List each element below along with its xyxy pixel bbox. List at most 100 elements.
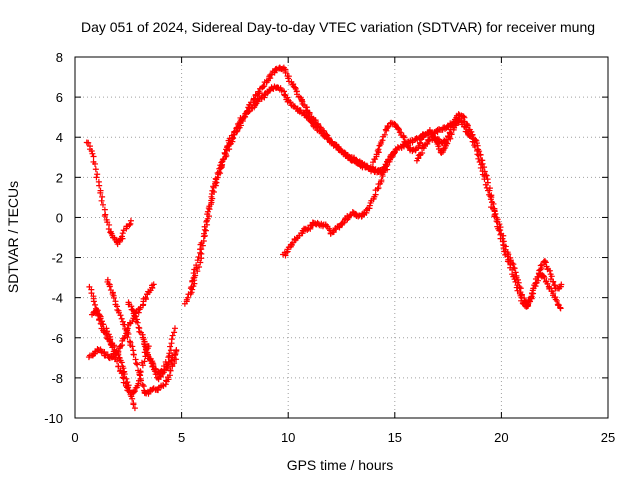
data-point (202, 227, 209, 234)
data-point (118, 315, 125, 322)
y-tick-label: -6 (51, 331, 63, 346)
data-point (505, 258, 512, 265)
data-point (92, 301, 99, 308)
data-point (142, 294, 149, 301)
data-point (88, 147, 95, 154)
data-point (259, 83, 266, 90)
data-point (168, 336, 175, 343)
data-point (201, 223, 208, 230)
data-point (550, 278, 557, 285)
data-point (125, 384, 132, 391)
data-point (129, 395, 136, 402)
data-point (119, 374, 126, 381)
data-point (226, 141, 233, 148)
x-tick-label: 20 (494, 430, 508, 445)
data-point (129, 343, 136, 350)
series-arc-e (104, 276, 180, 397)
data-point (132, 356, 139, 363)
x-tick-label: 0 (71, 430, 78, 445)
data-point (266, 87, 273, 94)
x-tick-label: 15 (388, 430, 402, 445)
data-point (487, 196, 494, 203)
data-point (381, 131, 388, 138)
data-point (543, 278, 550, 285)
data-point (168, 358, 175, 365)
data-point (88, 290, 95, 297)
data-point (282, 69, 289, 76)
data-point (512, 269, 519, 276)
data-point (548, 273, 555, 280)
data-point (85, 139, 92, 146)
data-point (539, 261, 546, 268)
y-tick-labels: -10 -8 -6 -4 -2 0 2 4 6 8 (44, 50, 63, 426)
data-point (537, 262, 544, 269)
data-point (491, 213, 498, 220)
data-point (212, 182, 219, 189)
series-arc-k (413, 115, 564, 312)
data-point (395, 125, 402, 132)
data-point (129, 306, 136, 313)
data-point (189, 286, 196, 293)
data-point (512, 278, 519, 285)
data-point (126, 222, 133, 229)
data-point (353, 157, 360, 164)
data-point (132, 313, 139, 320)
data-point (241, 113, 248, 120)
data-point (115, 351, 122, 358)
data-point (136, 371, 143, 378)
x-tick-labels: 0 5 10 15 20 25 (71, 430, 615, 445)
data-point (201, 230, 208, 237)
data-point (94, 171, 101, 178)
data-point (209, 187, 216, 194)
data-point (139, 381, 146, 388)
data-point (93, 174, 100, 181)
data-point (501, 248, 508, 255)
data-point (124, 334, 131, 341)
data-point (298, 97, 305, 104)
data-point (444, 140, 451, 147)
data-point (149, 359, 156, 366)
data-point (496, 227, 503, 234)
data-point (210, 183, 217, 190)
data-point (127, 220, 134, 227)
data-point (383, 163, 390, 170)
data-point (94, 307, 101, 314)
data-point (347, 212, 354, 219)
data-point (474, 151, 481, 158)
data-point (110, 294, 117, 301)
data-point (106, 283, 113, 290)
data-point (477, 164, 484, 171)
data-point (489, 199, 496, 206)
y-tick-label: 0 (56, 210, 63, 225)
data-point (546, 267, 553, 274)
data-point (493, 218, 500, 225)
data-point (96, 182, 103, 189)
axis-ticks (74, 56, 609, 419)
data-point (194, 257, 201, 264)
data-point (140, 334, 147, 341)
data-point (541, 274, 548, 281)
x-axis-label: GPS time / hours (287, 457, 394, 473)
plot-frame (74, 56, 609, 419)
data-point (483, 184, 490, 191)
data-point (167, 347, 174, 354)
data-point (114, 358, 121, 365)
data-point (167, 367, 174, 374)
data-point (92, 160, 99, 167)
data-point (389, 153, 396, 160)
data-point (485, 187, 492, 194)
x-tick-label: 25 (601, 430, 615, 445)
data-point (374, 185, 381, 192)
data-point (198, 239, 205, 246)
data-point (124, 379, 131, 386)
data-point (283, 249, 290, 256)
data-point (417, 139, 424, 146)
data-point (204, 211, 211, 218)
data-point (118, 233, 125, 240)
data-point (553, 297, 560, 304)
data-point (541, 259, 548, 266)
y-tick-label: -4 (51, 291, 63, 306)
data-point (173, 356, 180, 363)
data-point (123, 375, 130, 382)
data-point (514, 287, 521, 294)
